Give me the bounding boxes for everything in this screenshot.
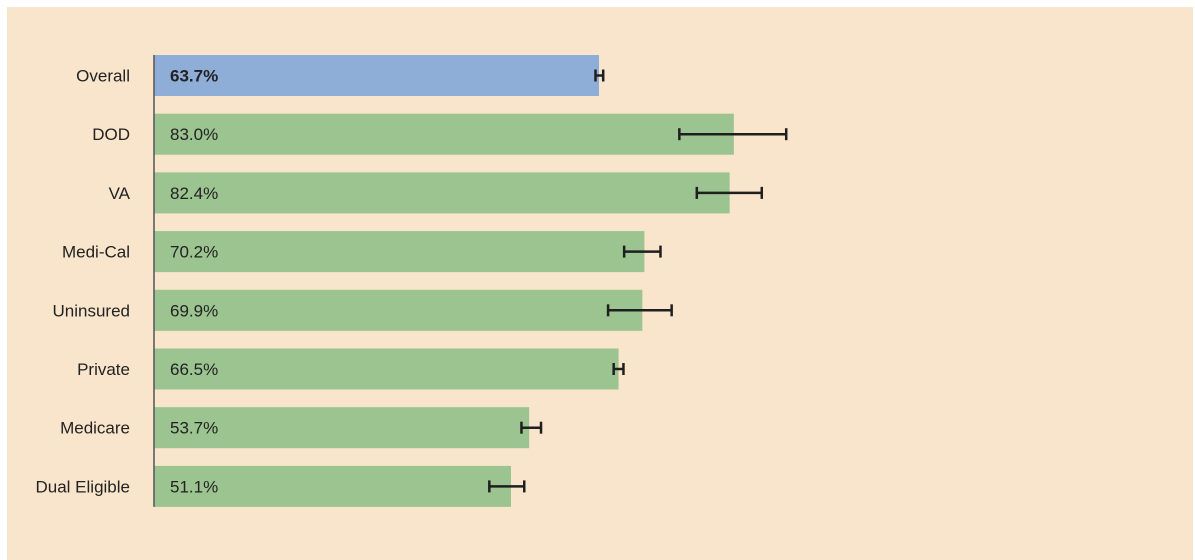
category-label: Medi-Cal: [62, 243, 130, 262]
bar-overall: [154, 55, 599, 96]
bar-private: [154, 348, 619, 390]
category-label: Uninsured: [53, 301, 131, 320]
data-label: 63.7%: [170, 67, 218, 86]
data-label: 51.1%: [170, 477, 218, 496]
bar-dual-eligible: [154, 465, 511, 507]
category-label: Medicare: [60, 419, 130, 438]
category-label: Private: [77, 360, 130, 379]
category-label: Overall: [76, 67, 130, 86]
bar-uninsured: [154, 289, 643, 331]
bar-medi-cal: [154, 231, 645, 273]
data-label: 66.5%: [170, 360, 218, 379]
bar-chart: Overall 63.7% DOD 83.0% VA 82.4% Medi-Cal 70.2%…: [36, 55, 788, 507]
bar-va: [154, 172, 730, 214]
category-label: DOD: [92, 125, 130, 144]
category-label: Dual Eligible: [36, 477, 131, 496]
chart-panel: Overall 63.7% DOD 83.0% VA 82.4% Medi-Cal 70.2%…: [7, 7, 1193, 560]
data-label: 70.2%: [170, 243, 218, 262]
data-label: 83.0%: [170, 125, 218, 144]
bar-dod: [154, 113, 734, 155]
bar-medicare: [154, 407, 530, 449]
data-label: 53.7%: [170, 419, 218, 438]
data-label: 82.4%: [170, 184, 218, 203]
data-label: 69.9%: [170, 301, 218, 320]
category-label: VA: [109, 184, 131, 203]
